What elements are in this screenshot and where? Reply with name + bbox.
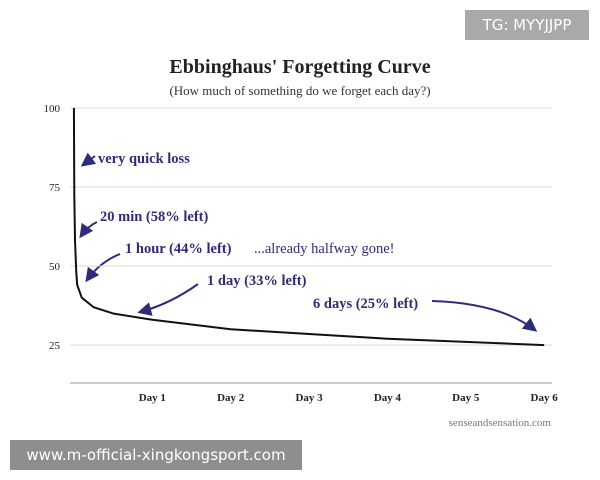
y-tick-label: 100	[44, 103, 61, 115]
watermark: www.m-official-xingkongsport.com	[26, 446, 285, 464]
y-tick-label: 25	[49, 340, 61, 352]
arrow	[85, 253, 121, 283]
annotation: very quick loss	[98, 151, 190, 167]
source: senseandsensation.com	[449, 417, 552, 429]
arrow	[80, 152, 97, 167]
curve	[72, 107, 545, 347]
x-tick-label: Day 3	[295, 392, 323, 404]
x-tick-label: Day 4	[374, 392, 402, 404]
y-tick-label: 75	[49, 182, 61, 194]
arrow	[431, 300, 538, 332]
x-tick-label: Day 1	[139, 392, 166, 404]
annotation: 20 min (58% left)	[100, 209, 208, 225]
x-tick-label: Day 2	[217, 392, 245, 404]
chart-subtitle: (How much of something do we forget each…	[169, 83, 430, 98]
watermark-box	[465, 10, 589, 40]
annotation: 6 days (25% left)	[313, 296, 418, 312]
arrow	[137, 283, 199, 316]
arrow	[79, 221, 98, 239]
chart-title: Ebbinghaus' Forgetting Curve	[169, 56, 430, 78]
watermark-box	[10, 440, 302, 470]
arrows	[79, 152, 538, 332]
annotation: ...already halfway gone!	[254, 241, 395, 257]
x-tick-label: Day 6	[531, 392, 559, 404]
watermark: TG: MYYJJPP	[482, 16, 572, 34]
annotation: 1 hour (44% left)	[125, 241, 232, 257]
y-tick-label: 50	[49, 261, 61, 273]
x-tick-label: Day 5	[452, 392, 480, 404]
annotation: 1 day (33% left)	[207, 273, 307, 289]
